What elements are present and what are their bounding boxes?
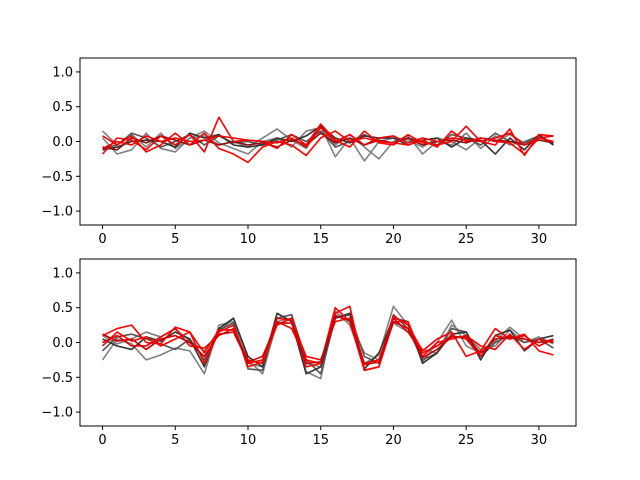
x-tick-label: 0 <box>98 232 106 247</box>
x-tick-label: 30 <box>531 433 548 448</box>
y-tick-label: 0.0 <box>52 135 73 150</box>
x-tick-label: 30 <box>531 232 548 247</box>
x-tick-label: 20 <box>385 232 402 247</box>
axes-bottom: 0 5 10 15 20 25 30 −1.0 −0.5 0.0 0.5 1.0 <box>41 258 577 448</box>
series-line-2 <box>101 126 554 160</box>
y-tick-label: 1.0 <box>52 65 73 80</box>
series-line-8 <box>102 126 554 150</box>
y-tick-label: 0.5 <box>52 301 73 316</box>
x-tick-label: 15 <box>312 232 329 247</box>
y-tick-label: −0.5 <box>41 371 73 386</box>
y-tick-label: −1.0 <box>41 406 73 421</box>
y-tick-label: −1.0 <box>41 205 73 220</box>
x-tick-label: 20 <box>385 433 402 448</box>
x-tick-label: 25 <box>458 433 475 448</box>
x-tick-label: 5 <box>171 433 179 448</box>
x-tick-label: 10 <box>240 433 257 448</box>
x-tick-label: 25 <box>458 232 475 247</box>
y-tick-label: 0.5 <box>52 100 73 115</box>
axes-top: 0 5 10 15 20 25 30 −1.0 −0.5 0.0 0.5 1.0 <box>41 57 577 247</box>
x-tick-label: 5 <box>171 232 179 247</box>
x-tick-label: 15 <box>312 433 329 448</box>
y-tick-label: −0.5 <box>41 170 73 185</box>
y-tick-label: 0.0 <box>52 336 73 351</box>
y-tick-label: 1.0 <box>52 266 73 281</box>
series-line-8 <box>102 315 554 366</box>
x-tick-label: 10 <box>240 232 257 247</box>
x-tick-label: 0 <box>98 433 106 448</box>
